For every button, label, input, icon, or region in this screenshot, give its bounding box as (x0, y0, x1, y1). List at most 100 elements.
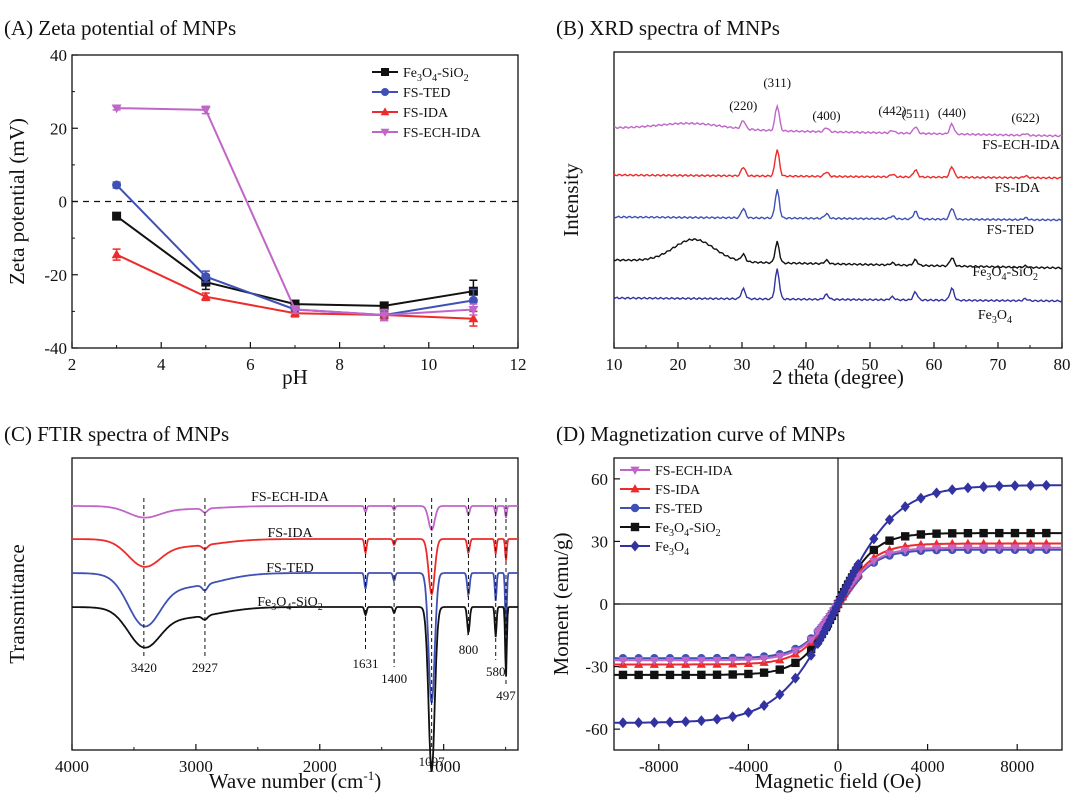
band-label: 580 (486, 664, 506, 679)
data-point (994, 544, 1004, 553)
x-axis-label: 2 theta (degree) (772, 365, 904, 389)
panel-d: (D) Magnetization curve of MNPs -8000 -400… (549, 422, 1063, 793)
data-point (696, 715, 706, 727)
data-point (831, 602, 841, 614)
data-point (712, 713, 722, 725)
x-tick-label: 60 (926, 355, 943, 374)
y-tick-label: -60 (585, 720, 608, 739)
data-point (743, 706, 754, 718)
trace-label: FS-IDA (267, 526, 313, 541)
data-point (665, 716, 675, 728)
data-point (979, 528, 988, 538)
data-point (978, 544, 989, 553)
y-axis-label: Transmittance (5, 544, 29, 663)
x-tick-label: 1000 (427, 757, 461, 776)
legend: Fe3O4-SiO2 FS-TED FS-IDA FS-ECH-IDA (372, 66, 482, 141)
x-tick-label: 12 (510, 355, 527, 374)
legend-label: FS-TED (655, 502, 702, 517)
x-tick-label: 3000 (179, 757, 213, 776)
trace-label: FS-TED (987, 223, 1034, 238)
data-point (916, 492, 926, 504)
data-point (853, 558, 863, 570)
legend-marker (630, 466, 640, 475)
y-tick-label: -30 (585, 658, 608, 677)
data-point (813, 638, 823, 650)
x-tick-label: 2000 (303, 757, 337, 776)
legend-label: FS-TED (403, 86, 450, 101)
data-point (1010, 480, 1020, 492)
x-tick-label: 10 (606, 355, 623, 374)
data-point (111, 104, 122, 114)
data-point (885, 536, 894, 545)
data-point (790, 672, 801, 684)
data-point (697, 670, 706, 680)
band-label: 497 (496, 688, 516, 703)
data-point (1010, 528, 1020, 538)
data-point (468, 313, 479, 323)
x-tick-label: -4000 (729, 757, 769, 776)
y-tick-label: -40 (44, 339, 67, 358)
data-point (947, 484, 957, 496)
peak-label: (622) (1011, 110, 1039, 125)
data-point (843, 578, 853, 590)
data-point (379, 301, 389, 311)
y-axis-label: Moment (emu/g) (549, 533, 573, 676)
data-point (112, 211, 122, 221)
legend-label: FS-ECH-IDA (403, 126, 482, 141)
panel-a: (A) Zeta potential of MNPs 2 4 6 8 10 12 -40 -20… (4, 16, 527, 389)
x-tick-label: 70 (990, 355, 1007, 374)
xrd-trace-fs-ida (613, 149, 1063, 180)
data-point (468, 305, 479, 315)
data-point (1041, 544, 1051, 553)
data-point (900, 546, 910, 556)
legend-marker (380, 107, 390, 116)
series-fs-ech-ida (111, 104, 479, 322)
data-point (634, 656, 644, 666)
legend-label: FS-ECH-IDA (655, 464, 734, 479)
legend-label: Fe3O4-SiO2 (403, 66, 469, 84)
y-tick-label: 0 (600, 595, 609, 614)
peak-label: (442) (878, 103, 906, 118)
data-point (823, 618, 833, 630)
data-point (1026, 528, 1035, 538)
x-tick-label: 8 (335, 355, 344, 374)
legend-marker (630, 522, 640, 532)
data-point (759, 668, 769, 677)
trace-label: Fe3O4-SiO2 (257, 595, 323, 613)
series-fe3o4-sio2 (112, 211, 478, 311)
x-tick-label: 6 (246, 355, 255, 374)
y-axis-label: Intensity (559, 163, 583, 237)
y-tick-label: -20 (44, 266, 67, 285)
data-point (806, 649, 816, 661)
xrd-trace-fe3o4 (613, 268, 1063, 303)
data-point (869, 533, 879, 545)
data-point (681, 716, 691, 728)
panel-title: (C) FTIR spectra of MNPs (4, 422, 229, 446)
data-point (290, 299, 300, 309)
x-tick-label: 4000 (55, 757, 89, 776)
legend-label: Fe3O4-SiO2 (655, 521, 721, 539)
data-point (1042, 528, 1051, 538)
data-point (775, 652, 785, 661)
data-point (1010, 544, 1020, 553)
x-tick-label: 8000 (1000, 757, 1034, 776)
legend-label: FS-IDA (403, 106, 449, 121)
legend-label: Fe3O4 (655, 540, 689, 558)
data-point (916, 530, 926, 539)
data-point (649, 656, 659, 666)
data-point (916, 545, 926, 554)
data-point (201, 272, 211, 282)
data-point (618, 717, 628, 729)
panel-c: (C) FTIR spectra of MNPs 4000 3000 2000 1000… (4, 422, 519, 793)
band-label: 800 (459, 642, 479, 657)
peak-label: (311) (763, 75, 791, 90)
data-point (1041, 479, 1051, 491)
xrd-trace-fs-ech-ida (613, 103, 1063, 138)
plot-frame (613, 51, 1063, 349)
y-tick-label: 0 (59, 193, 68, 212)
trace-label: FS-IDA (995, 181, 1041, 196)
data-point (681, 670, 690, 680)
x-tick-label: 0 (834, 757, 843, 776)
